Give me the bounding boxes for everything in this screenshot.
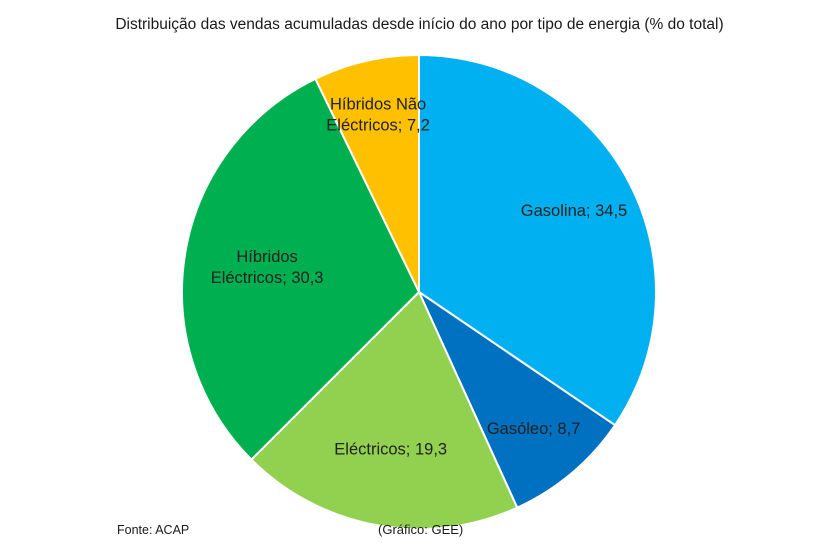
source-note: Fonte: ACAP [117, 523, 190, 537]
chart-title: Distribuição das vendas acumuladas desde… [115, 16, 724, 33]
slice-label-gasoleo: Gasóleo; 8,7 [487, 420, 581, 438]
pie-slice-electricos [250, 291, 519, 530]
pie-slice-gasolina [418, 54, 657, 427]
chart-credit: (Gráfico: GEE) [378, 522, 464, 537]
slice-label-electricos: Eléctricos; 19,3 [334, 440, 447, 458]
pie-slice-gasoleo [418, 291, 617, 509]
pie-slice-hibridos-nao-electricos [314, 54, 420, 293]
pie-slice-hibridos-electricos [181, 77, 420, 461]
slice-label-hibridos-electricos: Híbridos Eléctricos; 30,3 [211, 248, 324, 287]
slice-label-hibridos-nao-electricos: Híbridos Não Eléctricos; 7,2 [326, 96, 430, 135]
slice-label-gasolina: Gasolina; 34,5 [521, 202, 627, 220]
